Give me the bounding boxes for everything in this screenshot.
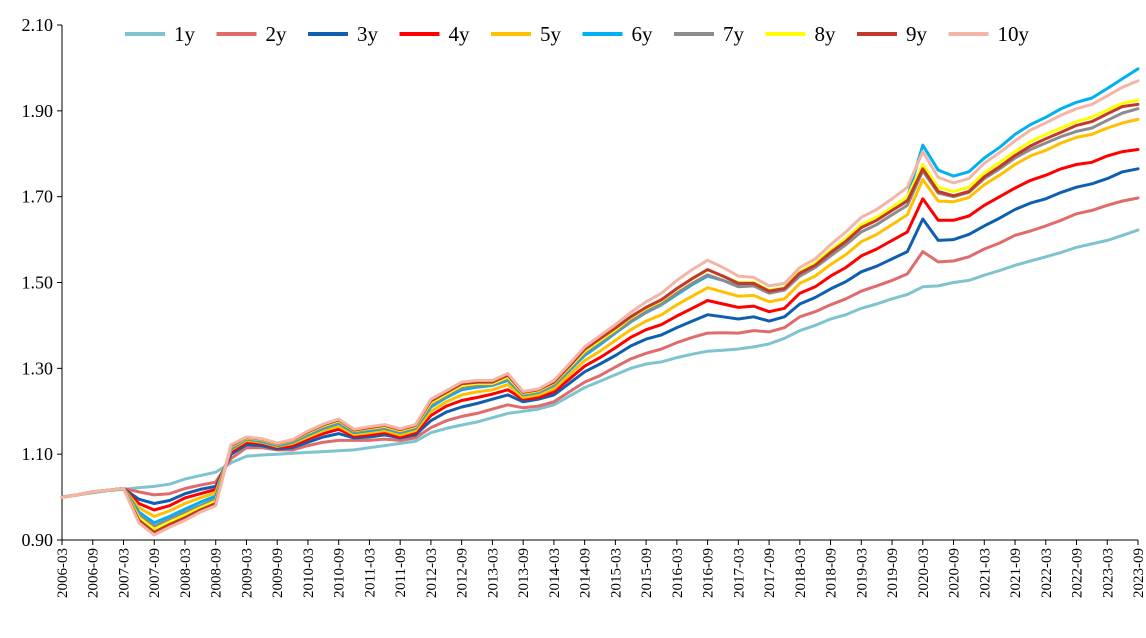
legend-label-2y: 2y bbox=[266, 22, 288, 46]
x-tick-label: 2020-09 bbox=[947, 548, 963, 598]
x-tick-label: 2010-09 bbox=[332, 548, 348, 598]
x-tick-label: 2022-03 bbox=[1039, 548, 1055, 598]
legend-label-9y: 9y bbox=[906, 22, 928, 46]
y-tick-label: 0.90 bbox=[22, 530, 54, 550]
legend-label-1y: 1y bbox=[174, 22, 196, 46]
y-tick-label: 1.50 bbox=[22, 273, 54, 293]
x-tick-label: 2008-09 bbox=[209, 548, 225, 598]
series-lines bbox=[62, 69, 1138, 535]
x-tick-label: 2018-09 bbox=[824, 548, 840, 598]
x-tick-label: 2021-09 bbox=[1008, 548, 1024, 598]
x-tick-label: 2008-03 bbox=[178, 548, 194, 598]
legend-label-5y: 5y bbox=[540, 22, 562, 46]
x-tick-label: 2009-09 bbox=[270, 548, 286, 598]
x-tick-label: 2019-09 bbox=[885, 548, 901, 598]
x-tick-label: 2016-03 bbox=[670, 548, 686, 598]
legend: 1y 2y 3y 4y 5y 6y 7y 8y 9y 10y bbox=[125, 22, 1030, 46]
y-tick-label: 1.70 bbox=[22, 187, 54, 207]
x-tick-label: 2013-03 bbox=[485, 548, 501, 598]
x-tick-label: 2007-09 bbox=[147, 548, 163, 598]
x-tick-label: 2021-03 bbox=[977, 548, 993, 598]
x-tick-label: 2019-03 bbox=[854, 548, 870, 598]
x-tick-label: 2007-03 bbox=[116, 548, 132, 598]
x-tick-label: 2013-09 bbox=[516, 548, 532, 598]
legend-label-3y: 3y bbox=[357, 22, 379, 46]
y-tick-label: 2.10 bbox=[22, 15, 54, 35]
y-tick-label: 1.90 bbox=[22, 101, 54, 121]
x-tick-label: 2012-09 bbox=[455, 548, 471, 598]
series-line-6y bbox=[62, 69, 1138, 523]
x-tick-label: 2015-09 bbox=[639, 548, 655, 598]
x-tick-label: 2020-03 bbox=[916, 548, 932, 598]
legend-label-6y: 6y bbox=[632, 22, 654, 46]
legend-label-8y: 8y bbox=[815, 22, 837, 46]
x-tick-label: 2014-09 bbox=[578, 548, 594, 598]
x-tick-label: 2017-03 bbox=[731, 548, 747, 598]
series-line-2y bbox=[62, 198, 1138, 497]
legend-label-4y: 4y bbox=[449, 22, 471, 46]
x-tick-label: 2023-03 bbox=[1100, 548, 1116, 598]
x-tick-label: 2015-03 bbox=[608, 548, 624, 598]
y-tick-label: 1.10 bbox=[22, 444, 54, 464]
x-tick-label: 2009-03 bbox=[239, 548, 255, 598]
x-tick-label: 2016-09 bbox=[701, 548, 717, 598]
x-tick-label: 2011-03 bbox=[362, 548, 378, 597]
series-line-4y bbox=[62, 150, 1138, 511]
x-tick-label: 2018-03 bbox=[793, 548, 809, 598]
x-tick-label: 2022-09 bbox=[1070, 548, 1086, 598]
x-tick-label: 2023-09 bbox=[1131, 548, 1146, 598]
x-tick-label: 2006-03 bbox=[55, 548, 71, 598]
x-tick-label: 2011-09 bbox=[393, 548, 409, 597]
legend-label-10y: 10y bbox=[998, 22, 1030, 46]
x-tick-label: 2014-03 bbox=[547, 548, 563, 598]
x-tick-label: 2017-09 bbox=[762, 548, 778, 598]
y-tick-label: 1.30 bbox=[22, 358, 54, 378]
x-tick-label: 2010-03 bbox=[301, 548, 317, 598]
legend-label-7y: 7y bbox=[723, 22, 745, 46]
x-tick-label: 2006-09 bbox=[86, 548, 102, 598]
x-tick-label: 2012-03 bbox=[424, 548, 440, 598]
